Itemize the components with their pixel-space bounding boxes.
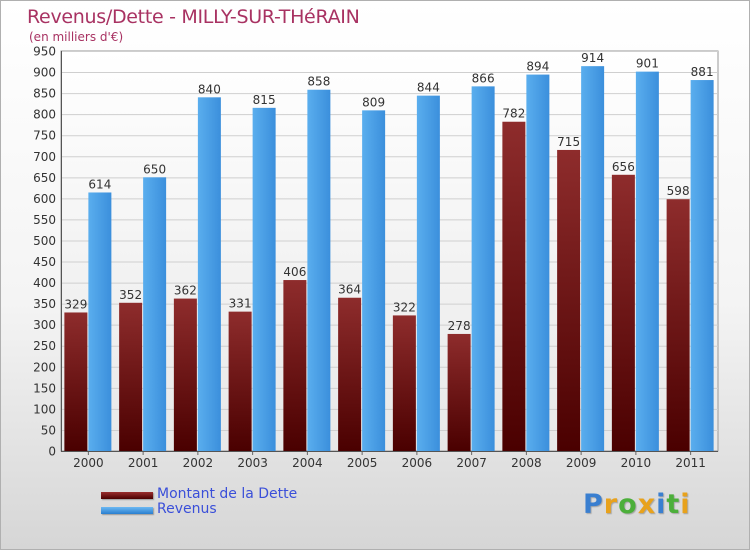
- x-tick-label: 2001: [128, 456, 159, 470]
- x-tick-label: 2000: [73, 456, 104, 470]
- y-tick-label: 750: [33, 129, 56, 143]
- data-label-dette: 364: [338, 283, 361, 297]
- data-label-revenus: 815: [253, 93, 276, 107]
- logo-letter: r: [603, 489, 619, 520]
- logo-letter: t: [666, 489, 681, 520]
- bar-revenus: [471, 86, 495, 452]
- data-label-dette: 331: [229, 297, 252, 311]
- data-label-revenus: 894: [526, 60, 549, 74]
- y-tick-label: 850: [33, 87, 56, 101]
- y-tick-label: 550: [33, 213, 56, 227]
- bar-revenus: [581, 66, 605, 451]
- x-tick-label: 2004: [292, 456, 323, 470]
- legend-label-dette: Montant de la Dette: [157, 486, 298, 502]
- bar-dette: [392, 315, 416, 451]
- logo-letter: i: [680, 489, 691, 520]
- x-tick-label: 2010: [621, 456, 652, 470]
- y-tick-label: 450: [33, 255, 56, 269]
- data-label-dette: 278: [448, 319, 471, 333]
- data-label-dette: 715: [557, 135, 580, 149]
- x-tick-label: 2002: [183, 456, 214, 470]
- data-label-revenus: 858: [307, 75, 330, 89]
- plot-area: [60, 50, 719, 452]
- data-label-revenus: 809: [362, 95, 385, 109]
- bar-dette: [502, 121, 526, 451]
- data-label-dette: 406: [283, 265, 306, 279]
- bar-revenus: [635, 71, 659, 451]
- bar-dette: [283, 280, 307, 451]
- x-tick-label: 2007: [456, 456, 487, 470]
- bar-dette: [666, 199, 690, 451]
- bar-revenus: [416, 95, 440, 451]
- y-tick-label: 400: [33, 276, 56, 290]
- legend-label-revenus: Revenus: [157, 501, 217, 517]
- bar-revenus: [88, 192, 112, 451]
- bar-dette: [119, 302, 143, 451]
- legend-swatch-dette: [101, 492, 153, 499]
- bar-revenus: [143, 177, 167, 451]
- x-tick-label: 2006: [402, 456, 433, 470]
- logo-letter: x: [637, 489, 657, 520]
- x-tick-label: 2005: [347, 456, 378, 470]
- data-label-revenus: 901: [636, 57, 659, 71]
- y-tick-label: 700: [33, 150, 56, 164]
- data-label-dette: 782: [502, 107, 525, 121]
- logo-letter: P: [583, 489, 604, 520]
- data-label-revenus: 866: [472, 71, 495, 85]
- y-tick-label: 800: [33, 108, 56, 122]
- bar-revenus: [690, 80, 714, 451]
- x-tick-label: 2011: [675, 456, 706, 470]
- y-tick-label: 100: [33, 402, 56, 416]
- data-label-revenus: 614: [88, 177, 111, 191]
- data-label-revenus: 844: [417, 81, 440, 95]
- y-tick-label: 150: [33, 381, 56, 395]
- data-label-dette: 322: [393, 300, 416, 314]
- bar-dette: [64, 312, 88, 451]
- x-tick-label: 2008: [511, 456, 542, 470]
- bar-revenus: [197, 97, 221, 451]
- data-label-revenus: 650: [143, 162, 166, 176]
- data-label-dette: 362: [174, 284, 197, 298]
- x-tick-label: 2003: [237, 456, 268, 470]
- y-tick-label: 600: [33, 192, 56, 206]
- data-label-dette: 598: [667, 184, 690, 198]
- bar-dette: [611, 174, 635, 451]
- data-label-dette: 656: [612, 160, 635, 174]
- bar-revenus: [362, 110, 386, 452]
- bar-dette: [447, 333, 471, 451]
- y-tick-label: 0: [48, 445, 56, 459]
- logo-letter: o: [618, 489, 638, 520]
- data-label-revenus: 914: [581, 51, 604, 65]
- chart-title: Revenus/Dette - MILLY-SUR-THéRAIN: [27, 6, 360, 28]
- bar-dette: [338, 297, 362, 451]
- y-tick-label: 650: [33, 171, 56, 185]
- y-tick-label: 900: [33, 66, 56, 80]
- data-label-dette: 352: [119, 288, 142, 302]
- chart-subtitle: (en milliers d'€): [29, 30, 124, 44]
- y-tick-label: 300: [33, 318, 56, 332]
- bar-revenus: [526, 74, 550, 451]
- bar-dette: [228, 311, 252, 451]
- y-tick-label: 250: [33, 339, 56, 353]
- bar-revenus: [307, 89, 331, 451]
- bar-revenus: [252, 107, 276, 451]
- logo-letter: i: [656, 489, 667, 520]
- y-tick-label: 50: [41, 423, 56, 437]
- x-tick-label: 2009: [566, 456, 597, 470]
- bar-dette: [173, 298, 197, 451]
- y-tick-label: 950: [33, 45, 56, 59]
- proxiti-logo: Proxiti: [583, 489, 691, 520]
- bar-dette: [557, 149, 581, 451]
- y-tick-label: 350: [33, 297, 56, 311]
- data-label-revenus: 840: [198, 82, 221, 96]
- data-label-dette: 329: [64, 297, 87, 311]
- y-tick-label: 500: [33, 234, 56, 248]
- legend-swatch-revenus: [101, 507, 153, 514]
- data-label-revenus: 881: [691, 65, 714, 79]
- y-tick-label: 200: [33, 360, 56, 374]
